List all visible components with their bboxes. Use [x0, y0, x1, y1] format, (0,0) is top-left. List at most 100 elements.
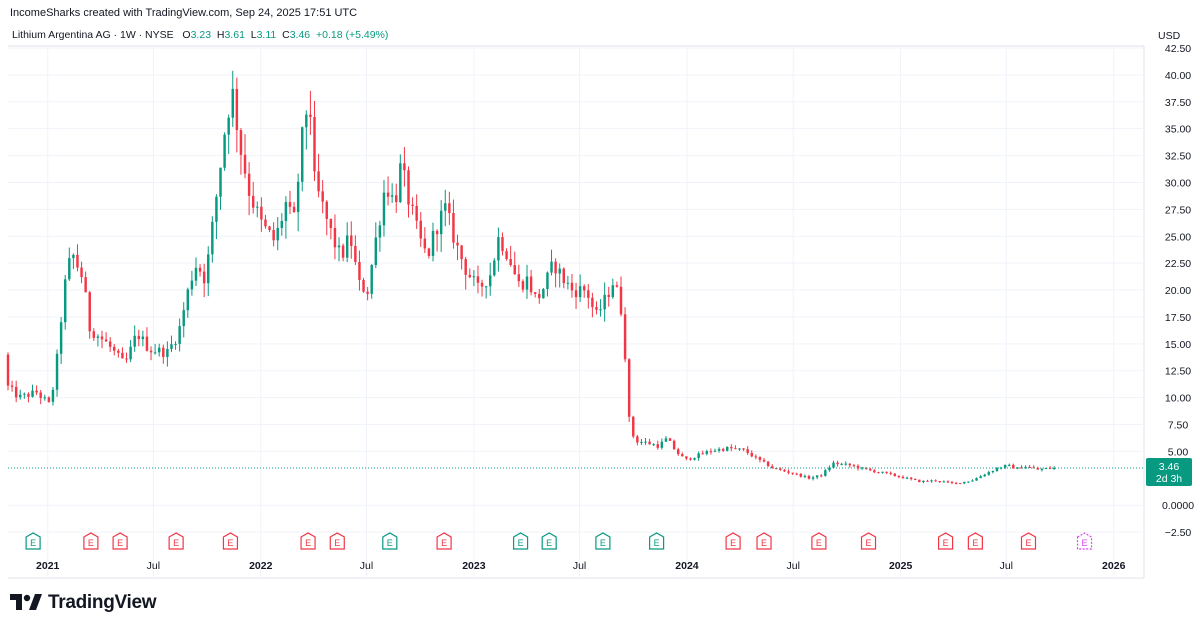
earnings-marker[interactable]: E: [436, 532, 452, 550]
earnings-marker[interactable]: E: [541, 532, 557, 550]
close-key: C: [282, 29, 290, 41]
chart-grid: [8, 45, 1145, 579]
candle-body: [582, 286, 586, 291]
candle-body: [824, 470, 827, 476]
earnings-marker[interactable]: E: [512, 532, 529, 550]
earnings-marker-label: E: [816, 538, 822, 548]
candle-body: [627, 359, 631, 417]
y-tick-label: 20.00: [1165, 285, 1191, 297]
candle-body: [717, 448, 721, 451]
candle-body: [145, 336, 149, 351]
earnings-marker[interactable]: E: [329, 532, 345, 550]
earnings-marker[interactable]: E: [595, 532, 611, 550]
candle-body: [787, 471, 790, 473]
y-tick-label: 7.50: [1168, 420, 1189, 432]
candle-body: [448, 203, 451, 213]
candle-body: [709, 451, 713, 453]
candle-body: [63, 279, 67, 323]
candle-body: [648, 441, 651, 445]
candle-body: [235, 88, 239, 131]
candle-body: [685, 456, 688, 459]
candle-body: [345, 235, 349, 258]
candle-body: [153, 352, 157, 354]
earnings-marker-label: E: [88, 538, 94, 548]
candle-body: [681, 454, 684, 457]
earnings-marker[interactable]: E: [967, 532, 983, 550]
earnings-marker[interactable]: E: [1020, 532, 1037, 550]
earnings-marker[interactable]: E: [83, 532, 99, 550]
candle-body: [202, 271, 206, 284]
x-tick-label: Jul: [147, 560, 160, 572]
candle-body: [930, 480, 933, 482]
currency-label[interactable]: USD: [1158, 30, 1181, 42]
candle-body: [186, 289, 190, 311]
candle-body: [464, 259, 467, 275]
candle-body: [779, 468, 782, 470]
candle-body: [484, 286, 488, 288]
earnings-marker[interactable]: E: [937, 532, 954, 550]
candle-body: [313, 117, 316, 172]
candle-body: [726, 447, 729, 451]
candle-body: [341, 245, 345, 258]
earnings-marker[interactable]: E: [25, 532, 41, 550]
candle-body: [137, 335, 140, 340]
earnings-marker[interactable]: E: [382, 532, 398, 550]
earnings-marker[interactable]: E: [1076, 532, 1093, 550]
candle-body: [967, 481, 970, 483]
earnings-marker[interactable]: E: [112, 532, 128, 550]
earnings-marker-label: E: [387, 538, 393, 548]
candle-body: [27, 393, 30, 397]
earnings-marker-badge: [725, 532, 741, 550]
earnings-marker[interactable]: E: [649, 532, 665, 550]
candle-body: [995, 468, 999, 472]
candle-body: [1028, 466, 1031, 468]
candle-body: [292, 206, 296, 213]
candle-body: [80, 267, 83, 278]
candle-body: [889, 472, 892, 474]
candle-body: [893, 473, 897, 476]
earnings-marker[interactable]: E: [222, 532, 239, 550]
low-value: 3.11: [256, 29, 277, 41]
candle-body: [350, 235, 353, 246]
earnings-marker[interactable]: E: [168, 532, 184, 550]
candle-body: [84, 277, 87, 293]
candle-body: [480, 282, 484, 287]
candle-body: [803, 475, 807, 477]
candle-body: [43, 397, 47, 399]
earnings-marker[interactable]: E: [811, 532, 827, 550]
candle-body: [284, 202, 288, 221]
candle-body: [321, 191, 324, 202]
candle-body: [701, 453, 704, 455]
open-value: 3.23: [190, 29, 212, 41]
earnings-marker-badge: [25, 532, 41, 550]
symbol-legend[interactable]: Lithium Argentina AG · 1W · NYSE O3.23 H…: [12, 29, 388, 41]
candle-body: [587, 290, 590, 298]
x-tick-label: Jul: [787, 560, 800, 572]
earnings-marker-badge: [756, 532, 772, 550]
earnings-marker-badge: [112, 532, 128, 550]
earnings-marker[interactable]: E: [756, 532, 772, 550]
earnings-marker-label: E: [1025, 538, 1031, 548]
candle-body: [472, 276, 476, 278]
y-axis: 42.50 40.00 37.50 35.00 32.50 30.00 27.50 25.00…: [1162, 43, 1194, 539]
earnings-marker[interactable]: E: [860, 532, 877, 550]
candle-body: [407, 170, 410, 205]
earnings-marker-label: E: [866, 538, 872, 548]
x-tick-label: 2025: [889, 560, 913, 572]
earnings-marker[interactable]: E: [725, 532, 741, 550]
candle-body: [791, 472, 794, 474]
candle-body: [1044, 468, 1048, 470]
candles-layer: [6, 70, 1056, 485]
earnings-marker-badge: [1076, 532, 1093, 550]
candle-body: [59, 322, 63, 354]
candle-body: [268, 226, 271, 230]
earnings-marker[interactable]: E: [300, 532, 316, 550]
earnings-marker-label: E: [117, 538, 123, 548]
candle-body: [652, 444, 655, 446]
candle-body: [922, 480, 925, 483]
tradingview-logo[interactable]: TradingView: [10, 592, 157, 614]
candle-body: [329, 218, 333, 228]
candle-body: [525, 276, 529, 290]
